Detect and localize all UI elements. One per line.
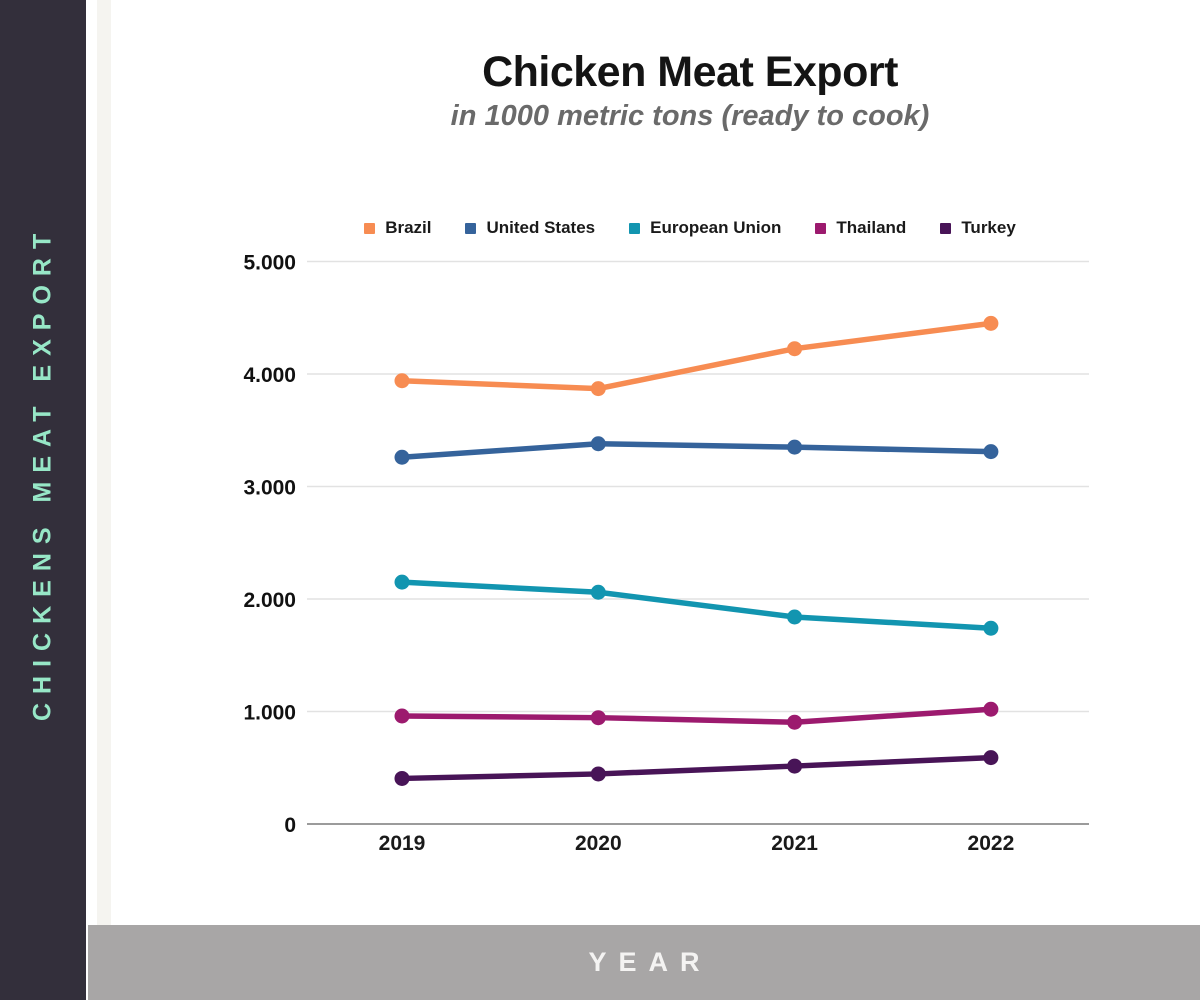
legend-swatch-european-union (629, 222, 641, 234)
series-line-brazil (399, 320, 994, 392)
legend-item-european-union[interactable]: European Union (629, 218, 781, 238)
legend-item-brazil[interactable]: Brazil (364, 218, 431, 238)
ytick-label-4000: 4.000 (243, 364, 296, 387)
data-point-united-states-2020 (590, 436, 606, 452)
left-sidebar: CHICKENS MEAT EXPORT (0, 0, 86, 1000)
data-point-brazil-2019 (394, 373, 410, 389)
data-point-european-union-2022 (983, 620, 999, 636)
legend-swatch-turkey (940, 222, 952, 234)
chart-subtitle: in 1000 metric tons (ready to cook) (450, 100, 930, 132)
xaxis-title: YEAR (588, 947, 712, 977)
ytick-label-2000: 2.000 (243, 589, 296, 612)
series-line-thailand (399, 706, 994, 725)
sidebar-vertical-title: CHICKENS MEAT EXPORT (28, 224, 57, 722)
data-point-brazil-2020 (590, 381, 606, 397)
chart-svg: 0 1.000 2.000 3.000 4.000 5.000 2019 2020 2021 20… (243, 252, 1089, 855)
xtick-label-2022: 2022 (968, 832, 1015, 855)
data-point-brazil-2021 (787, 341, 803, 357)
xtick-label-2021: 2021 (771, 832, 818, 855)
legend-item-turkey[interactable]: Turkey (940, 218, 1016, 238)
legend-label-brazil: Brazil (385, 218, 432, 237)
xtick-label-2019: 2019 (379, 832, 426, 855)
xaxis-footer-bar: YEAR (88, 925, 1200, 1000)
ytick-label-5000: 5.000 (243, 252, 296, 275)
chart-legend: Brazil United States European Union Thailan… (190, 218, 1190, 238)
legend-label-united-states: United States (486, 218, 596, 237)
legend-swatch-thailand (815, 222, 827, 234)
legend-swatch-united-states (465, 222, 477, 234)
xtick-label-2020: 2020 (575, 832, 622, 855)
data-point-united-states-2022 (983, 444, 999, 460)
data-point-united-states-2021 (787, 439, 803, 455)
data-point-european-union-2021 (787, 609, 803, 625)
data-point-turkey-2019 (394, 770, 410, 786)
data-point-thailand-2020 (590, 710, 606, 726)
chart-title: Chicken Meat Export (482, 48, 898, 96)
data-point-turkey-2021 (787, 758, 803, 774)
legend-item-thailand[interactable]: Thailand (815, 218, 906, 238)
data-point-thailand-2019 (394, 708, 410, 724)
sidebar-edge-strip (97, 0, 111, 925)
legend-label-thailand: Thailand (836, 218, 907, 237)
data-point-european-union-2020 (590, 584, 606, 600)
ytick-label-3000: 3.000 (243, 477, 296, 500)
legend-label-turkey: Turkey (961, 218, 1016, 237)
data-point-turkey-2020 (590, 766, 606, 782)
legend-label-european-union: European Union (650, 218, 782, 237)
data-point-thailand-2021 (787, 714, 803, 730)
legend-item-united-states[interactable]: United States (465, 218, 595, 238)
series-line-united-states (399, 440, 994, 460)
data-point-european-union-2019 (394, 574, 410, 590)
ytick-label-0: 0 (284, 814, 296, 837)
data-point-united-states-2019 (394, 449, 410, 465)
data-point-thailand-2022 (983, 701, 999, 717)
ytick-label-1000: 1.000 (243, 702, 296, 725)
data-point-brazil-2022 (983, 315, 999, 331)
series-line-turkey (399, 754, 994, 782)
series-line-european-union (399, 579, 994, 631)
legend-swatch-brazil (364, 222, 376, 234)
data-point-turkey-2022 (983, 750, 999, 766)
